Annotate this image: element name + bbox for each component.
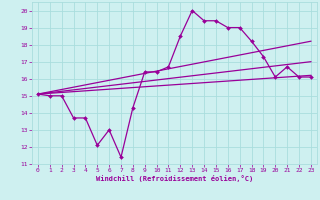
X-axis label: Windchill (Refroidissement éolien,°C): Windchill (Refroidissement éolien,°C): [96, 175, 253, 182]
